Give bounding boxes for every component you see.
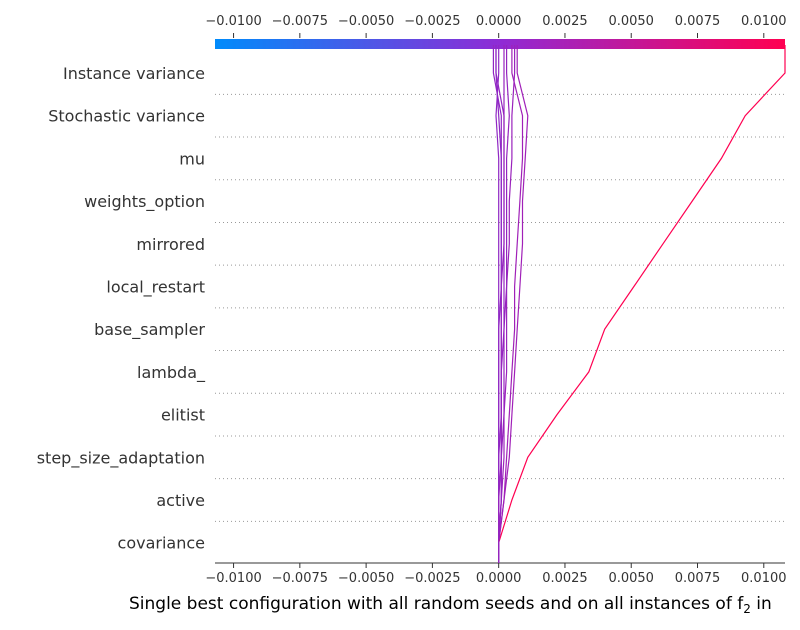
x-tick-label-bottom: 0.0025 xyxy=(542,571,588,586)
decision-line xyxy=(498,45,529,563)
x-tick-label-top: 0.0100 xyxy=(741,14,787,29)
x-tick-label-top: −0.0075 xyxy=(272,14,328,29)
x-tick-label-top: −0.0025 xyxy=(404,14,460,29)
feature-label: local_restart xyxy=(106,278,205,298)
decision-line xyxy=(495,45,500,563)
x-tick-label-bottom: 0.0050 xyxy=(608,571,654,586)
x-tick-label-bottom: 0.0100 xyxy=(741,571,787,586)
feature-label: base_sampler xyxy=(94,320,205,340)
x-tick-label-top: 0.0075 xyxy=(675,14,721,29)
feature-label: weights_option xyxy=(84,192,205,212)
feature-label: step_size_adaptation xyxy=(37,448,205,468)
decision-line xyxy=(498,45,524,563)
feature-label: mirrored xyxy=(136,235,205,254)
x-tick-label-top: −0.0100 xyxy=(205,14,261,29)
x-tick-label-bottom: −0.0100 xyxy=(205,571,261,586)
feature-label: Instance variance xyxy=(63,64,205,83)
feature-label: covariance xyxy=(118,534,205,553)
x-tick-label-top: 0.0025 xyxy=(542,14,588,29)
feature-label: active xyxy=(156,491,205,510)
x-tick-label-top: 0.0000 xyxy=(476,14,522,29)
x-tick-label-bottom: 0.0075 xyxy=(675,571,721,586)
feature-label: Stochastic variance xyxy=(48,107,205,126)
feature-label: mu xyxy=(179,149,205,168)
feature-label: lambda_ xyxy=(137,363,206,383)
feature-label: elitist xyxy=(161,406,205,425)
x-tick-label-top: −0.0050 xyxy=(338,14,394,29)
x-tick-label-bottom: −0.0050 xyxy=(338,571,394,586)
x-tick-label-bottom: −0.0075 xyxy=(272,571,328,586)
decision-line xyxy=(498,45,505,563)
decision-line xyxy=(498,45,786,563)
colorbar xyxy=(215,39,785,49)
x-tick-label-bottom: 0.0000 xyxy=(476,571,522,586)
x-tick-label-top: 0.0050 xyxy=(608,14,654,29)
x-axis-label: Single best configuration with all rando… xyxy=(129,594,772,616)
x-tick-label-bottom: −0.0025 xyxy=(404,571,460,586)
